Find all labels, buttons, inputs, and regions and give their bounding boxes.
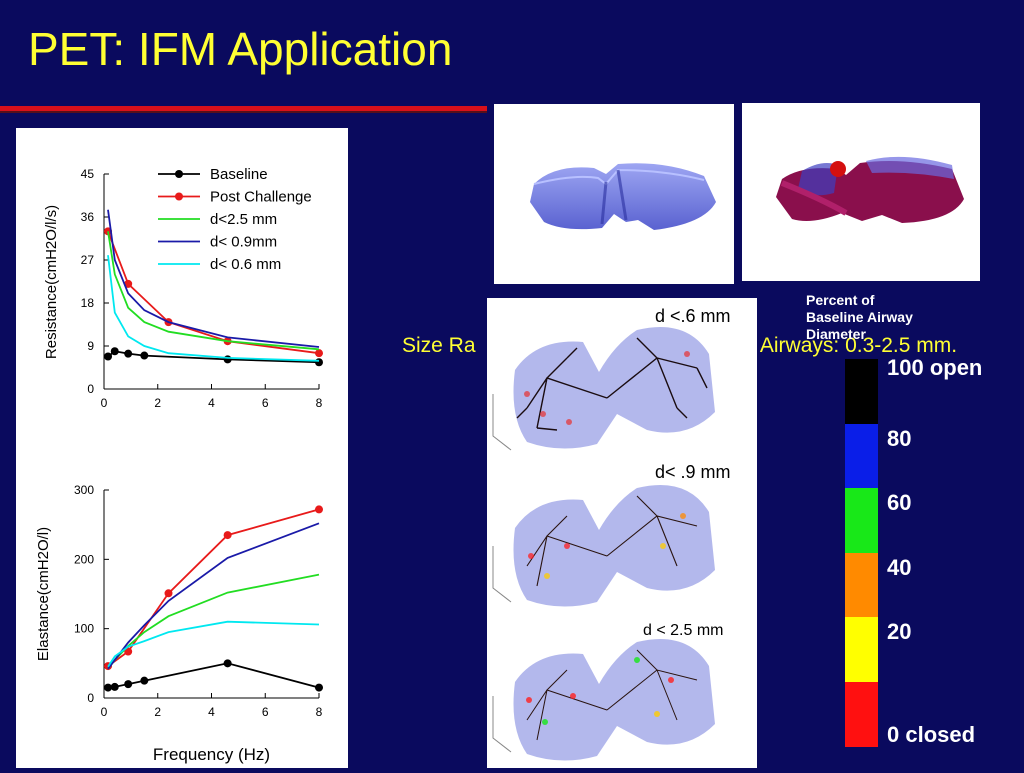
y-tick-label: 300 [74, 483, 94, 497]
subtitle-end: d Airways: 0.3-2.5 mm. [743, 334, 958, 357]
resistance-chart: 0 9 18 27 36 45 0 2 4 6 8 Resistance(cmH2O/l/s) Base… [43, 166, 323, 410]
y-axis-label: Resistance(cmH2O/l/s) [43, 205, 60, 359]
color-scale-label: 0 closed [887, 721, 976, 747]
x-tick-label: 2 [154, 396, 161, 410]
data-point [315, 683, 323, 692]
y-axis-label: Elastance(cmH2O/l) [35, 527, 52, 661]
lung-model-panel: d <.6 mm d< .9 mm d < 2.5 mm [487, 298, 757, 768]
chart-panel: 0 9 18 27 36 45 0 2 4 6 8 Resistance(cmH2O/l/s) Base… [16, 128, 348, 768]
data-point [124, 647, 133, 656]
data-point [223, 531, 232, 540]
data-point [315, 349, 323, 358]
y-tick-label: 9 [87, 339, 94, 353]
y-tick-label: 0 [87, 382, 94, 396]
series-line [107, 255, 320, 362]
data-point [110, 347, 119, 356]
data-point [223, 659, 232, 668]
data-point [140, 676, 149, 685]
data-point [315, 505, 323, 514]
data-point [104, 683, 113, 692]
data-point [315, 358, 323, 367]
subtitle-start: Size Ra [402, 334, 476, 357]
lung-label-06: d <.6 mm [655, 306, 731, 326]
lung-model-06 [492, 327, 715, 451]
lung-baseline-image [494, 104, 734, 284]
y-tick-label: 100 [74, 622, 94, 636]
color-scale-swatch [845, 552, 878, 618]
x-axis-label: Frequency (Hz) [153, 745, 270, 764]
charts-svg: 0 9 18 27 36 45 0 2 4 6 8 Resistance(cmH2O/l/s) Base… [35, 166, 323, 764]
data-point [124, 349, 133, 358]
color-scale-swatch [845, 681, 878, 747]
x-tick-label: 0 [101, 705, 108, 719]
x-tick-label: 8 [316, 705, 323, 719]
elastance-chart: 0 100 200 300 0 2 4 6 8 Elastance(cmH2O/l) Frequen… [35, 483, 323, 764]
data-point [104, 352, 113, 361]
lung-label-25: d < 2.5 mm [643, 622, 724, 639]
series-line [107, 573, 320, 670]
color-scale-label: 20 [887, 619, 912, 644]
series-line [107, 522, 320, 670]
legend-label: d<2.5 mm [210, 211, 277, 228]
title-rule-shadow [0, 111, 487, 113]
legend-label: d< 0.9mm [210, 234, 277, 251]
title-rule [0, 106, 487, 111]
series-line [107, 662, 320, 689]
color-scale-title: Percent of Baseline Airway Diameter [806, 292, 913, 342]
data-point [110, 682, 119, 691]
data-point [140, 351, 149, 360]
legend-label: d< 0.6 mm [210, 256, 281, 273]
legend-marker [175, 170, 183, 178]
lung-challenge-image [742, 103, 980, 281]
data-point [124, 680, 133, 689]
y-tick-label: 36 [81, 210, 95, 224]
color-scale-label: 100 open [887, 355, 983, 380]
y-tick-label: 200 [74, 552, 94, 566]
slide-title: PET: IFM Application [28, 23, 453, 75]
color-scale-label: 80 [887, 425, 912, 451]
color-scale-swatch [845, 423, 878, 489]
x-tick-label: 4 [208, 705, 215, 719]
y-tick-label: 45 [81, 167, 95, 181]
x-tick-label: 6 [262, 705, 269, 719]
color-scale-swatch [845, 617, 878, 682]
series-line [107, 231, 320, 351]
x-tick-label: 0 [101, 396, 108, 410]
lung-model-09 [492, 485, 715, 607]
x-tick-label: 6 [262, 396, 269, 410]
x-tick-label: 8 [316, 396, 323, 410]
data-point [164, 589, 173, 598]
lung-label-09: d< .9 mm [655, 462, 731, 482]
x-tick-label: 4 [208, 396, 215, 410]
series-line [107, 620, 320, 668]
legend-label: Post Challenge [210, 189, 312, 206]
color-scale-label: 60 [887, 490, 912, 515]
series-line [107, 209, 320, 348]
y-tick-label: 0 [87, 691, 94, 705]
y-tick-label: 27 [81, 253, 95, 267]
color-scale-swatch [845, 488, 878, 553]
color-scale-label: 40 [887, 554, 912, 580]
legend-marker [175, 192, 183, 201]
data-point [223, 355, 232, 364]
y-tick-label: 18 [81, 296, 95, 310]
data-point [124, 279, 133, 288]
color-scale-swatch [845, 359, 878, 424]
lung-model-25 [492, 639, 715, 761]
subtitle-text: Size Ra d Airways: 0.3-2.5 mm. [402, 334, 957, 358]
legend-label: Baseline [210, 166, 268, 183]
x-tick-label: 2 [154, 705, 161, 719]
